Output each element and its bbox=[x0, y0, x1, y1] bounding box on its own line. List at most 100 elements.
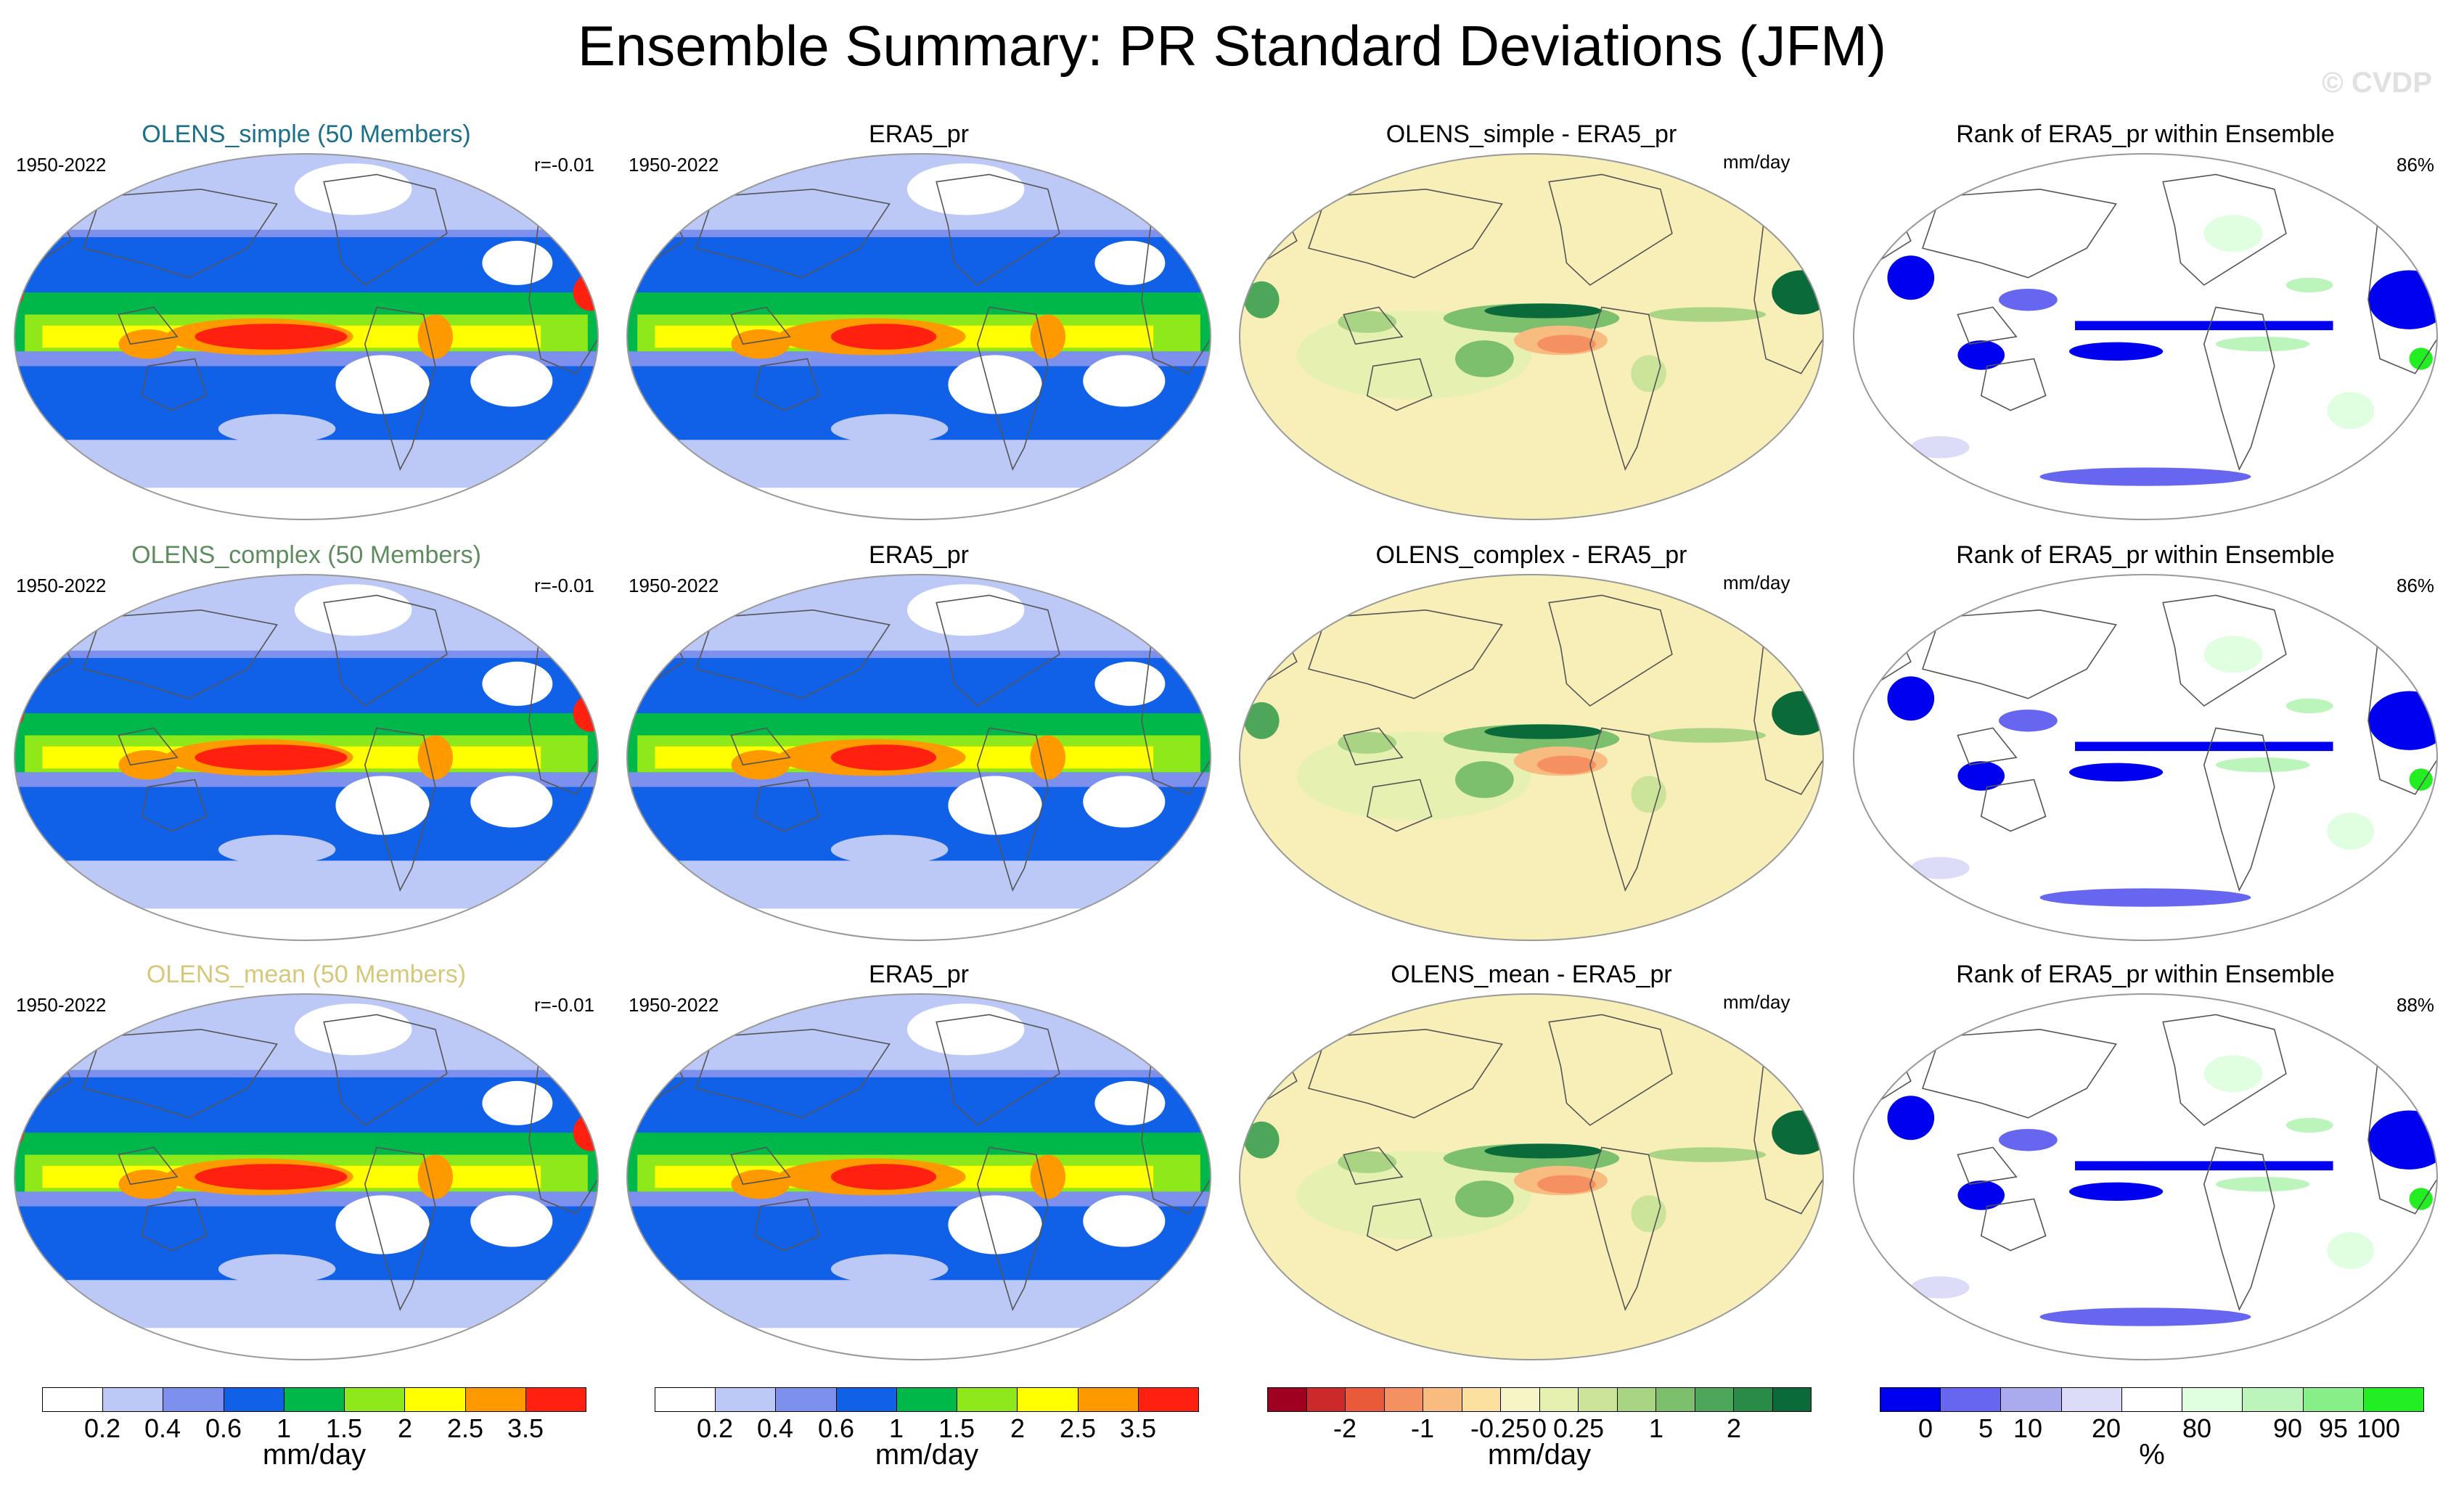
colorbar-swatch bbox=[1423, 1388, 1462, 1411]
colorbar-swatch bbox=[2363, 1388, 2423, 1411]
cb-diff-tick: -1 bbox=[1410, 1413, 1435, 1443]
diff-map-row1 bbox=[1239, 153, 1824, 520]
diff-title: OLENS_simple - ERA5_pr bbox=[1386, 120, 1677, 148]
colorbar-swatch bbox=[776, 1388, 837, 1411]
cb-diff-tick: 0.25 bbox=[1552, 1413, 1605, 1443]
correlation-label: r=-0.01 bbox=[534, 575, 595, 596]
colorbar-swatch bbox=[2243, 1388, 2304, 1411]
rank-map-row1 bbox=[1853, 153, 2438, 520]
colorbar-swatch bbox=[1384, 1388, 1423, 1411]
period-label: 1950-2022 bbox=[16, 575, 107, 596]
ensemble-map-row1 bbox=[14, 153, 599, 520]
obs-period-label: 1950-2022 bbox=[629, 575, 719, 596]
colorbar-swatch bbox=[1656, 1388, 1695, 1411]
colorbar-swatch bbox=[655, 1388, 716, 1411]
colorbar-pr-units: mm/day bbox=[262, 1439, 367, 1471]
cvdp-watermark: © CVDP bbox=[2322, 67, 2432, 99]
diff-units-label: mm/day bbox=[1723, 991, 1790, 1013]
colorbar-swatch bbox=[163, 1388, 224, 1411]
rank-percent-label: 86% bbox=[2397, 575, 2435, 596]
diff-units-label: mm/day bbox=[1723, 151, 1790, 173]
cb-pr-tick: 1 bbox=[276, 1413, 292, 1443]
diff-map-row3 bbox=[1239, 993, 1824, 1360]
cb-rank-tick: 90 bbox=[2272, 1413, 2303, 1443]
cb-rank-tick: 95 bbox=[2318, 1413, 2349, 1443]
obs-map-row1 bbox=[626, 153, 1211, 520]
colorbar-swatch bbox=[1539, 1388, 1579, 1411]
colorbar-swatch bbox=[43, 1388, 104, 1411]
rank-title: Rank of ERA5_pr within Ensemble bbox=[1956, 541, 2335, 569]
colorbar-diff-units: mm/day bbox=[1487, 1439, 1592, 1471]
cb-diff-tick: 0 bbox=[1531, 1413, 1547, 1443]
rank-title: Rank of ERA5_pr within Ensemble bbox=[1956, 961, 2335, 988]
colorbar-swatch bbox=[716, 1388, 777, 1411]
cb-pr-obs-tick: 2 bbox=[1010, 1413, 1026, 1443]
cb-pr-obs-tick: 0.4 bbox=[756, 1413, 794, 1443]
cb-pr-tick: 0.4 bbox=[144, 1413, 181, 1443]
colorbar-diff bbox=[1267, 1387, 1812, 1412]
cb-rank-tick: 100 bbox=[2356, 1413, 2401, 1443]
colorbar-swatch bbox=[1734, 1388, 1773, 1411]
ensemble-title: OLENS_complex (50 Members) bbox=[131, 541, 481, 569]
main-title: Ensemble Summary: PR Standard Deviations… bbox=[577, 14, 1887, 78]
colorbar-swatch bbox=[1346, 1388, 1385, 1411]
rank-map-row2 bbox=[1853, 574, 2438, 941]
ensemble-title: OLENS_simple (50 Members) bbox=[142, 120, 471, 148]
colorbar-pr bbox=[42, 1387, 586, 1412]
cb-diff-tick: -2 bbox=[1333, 1413, 1357, 1443]
colorbar-swatch bbox=[465, 1388, 526, 1411]
colorbar-swatch bbox=[957, 1388, 1018, 1411]
correlation-label: r=-0.01 bbox=[534, 994, 595, 1016]
colorbar-swatch bbox=[1772, 1388, 1811, 1411]
cb-pr-obs-tick: 0.6 bbox=[817, 1413, 855, 1443]
obs-map-row2 bbox=[626, 574, 1211, 941]
obs-title: ERA5_pr bbox=[869, 120, 969, 148]
colorbar-swatch bbox=[896, 1388, 958, 1411]
rank-percent-label: 88% bbox=[2397, 994, 2435, 1016]
obs-title: ERA5_pr bbox=[869, 541, 969, 569]
cb-pr-tick: 1.5 bbox=[325, 1413, 363, 1443]
cb-rank-tick: 0 bbox=[1917, 1413, 1933, 1443]
rank-percent-label: 86% bbox=[2397, 154, 2435, 176]
colorbar-swatch bbox=[1306, 1388, 1346, 1411]
cb-rank-tick: 80 bbox=[2182, 1413, 2212, 1443]
cb-diff-tick: 2 bbox=[1726, 1413, 1742, 1443]
ensemble-map-row3 bbox=[14, 993, 599, 1360]
colorbar-swatch bbox=[1941, 1388, 2002, 1411]
colorbar-swatch bbox=[2121, 1388, 2183, 1411]
obs-period-label: 1950-2022 bbox=[629, 154, 719, 176]
colorbar-swatch bbox=[525, 1388, 586, 1411]
rank-map-row3 bbox=[1853, 993, 2438, 1360]
colorbar-swatch bbox=[1695, 1388, 1734, 1411]
diff-units-label: mm/day bbox=[1723, 572, 1790, 593]
cb-pr-obs-tick: 2.5 bbox=[1059, 1413, 1097, 1443]
cb-pr-obs-tick: 0.2 bbox=[696, 1413, 734, 1443]
colorbar-rank-units: % bbox=[2139, 1439, 2165, 1471]
diff-title: OLENS_mean - ERA5_pr bbox=[1391, 961, 1672, 988]
cb-pr-tick: 2.5 bbox=[446, 1413, 484, 1443]
rank-title: Rank of ERA5_pr within Ensemble bbox=[1956, 120, 2335, 148]
cb-pr-obs-tick: 1.5 bbox=[938, 1413, 975, 1443]
colorbar-rank bbox=[1880, 1387, 2424, 1412]
cb-pr-obs-tick: 3.5 bbox=[1119, 1413, 1157, 1443]
cb-rank-tick: 20 bbox=[2091, 1413, 2121, 1443]
cb-pr-obs-tick: 1 bbox=[888, 1413, 904, 1443]
diff-map-row2 bbox=[1239, 574, 1824, 941]
colorbar-swatch bbox=[103, 1388, 164, 1411]
period-label: 1950-2022 bbox=[16, 994, 107, 1016]
cb-rank-tick: 10 bbox=[2013, 1413, 2043, 1443]
colorbar-swatch bbox=[2001, 1388, 2062, 1411]
colorbar-swatch bbox=[1078, 1388, 1139, 1411]
colorbar-swatch bbox=[2061, 1388, 2122, 1411]
colorbar-pr-obs-units: mm/day bbox=[875, 1439, 979, 1471]
period-label: 1950-2022 bbox=[16, 154, 107, 176]
ensemble-title: OLENS_mean (50 Members) bbox=[146, 961, 467, 988]
obs-title: ERA5_pr bbox=[869, 961, 969, 988]
ensemble-map-row2 bbox=[14, 574, 599, 941]
colorbar-swatch bbox=[1617, 1388, 1656, 1411]
colorbar-swatch bbox=[1268, 1388, 1307, 1411]
cb-diff-tick: 1 bbox=[1648, 1413, 1664, 1443]
cb-pr-tick: 2 bbox=[397, 1413, 413, 1443]
colorbar-swatch bbox=[345, 1388, 406, 1411]
cb-pr-tick: 0.2 bbox=[83, 1413, 121, 1443]
